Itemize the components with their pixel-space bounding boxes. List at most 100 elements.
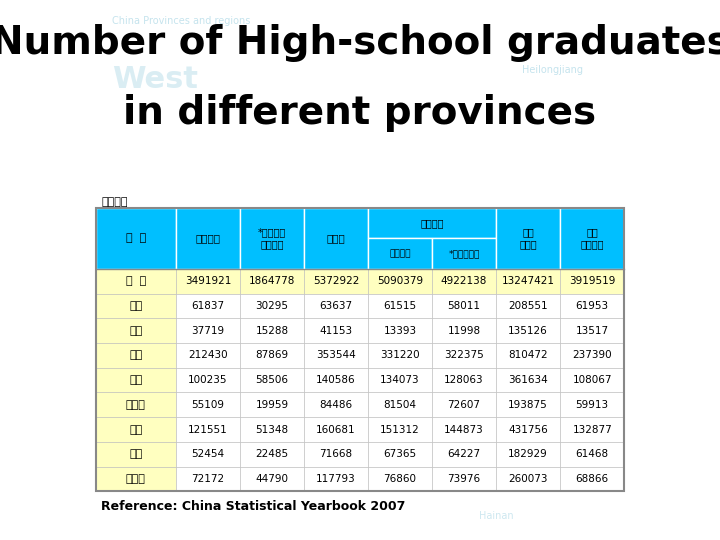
Text: 5372922: 5372922	[312, 276, 359, 286]
Text: 208551: 208551	[508, 301, 548, 311]
Text: 3491921: 3491921	[184, 276, 231, 286]
Text: 河北: 河北	[129, 350, 143, 360]
Text: 地  区: 地 区	[126, 233, 146, 244]
Text: 331220: 331220	[380, 350, 420, 360]
Bar	[304, 269, 368, 294]
Bar	[432, 294, 496, 318]
Bar	[176, 294, 240, 318]
Bar	[432, 318, 496, 343]
Text: 81504: 81504	[384, 400, 417, 410]
Text: 19959: 19959	[256, 400, 289, 410]
Text: 黑龙江: 黑龙江	[126, 474, 145, 484]
Text: China Provinces and regions: China Provinces and regions	[112, 16, 251, 26]
Text: Heilongjiang: Heilongjiang	[522, 65, 582, 75]
Text: 37719: 37719	[192, 326, 225, 336]
Text: 67365: 67365	[384, 449, 417, 460]
Bar	[560, 393, 624, 417]
Text: 全  国: 全 国	[126, 276, 146, 286]
Bar	[240, 417, 304, 442]
Text: 当届
毕业生数: 当届 毕业生数	[580, 227, 604, 249]
Bar	[560, 442, 624, 467]
Bar	[496, 417, 560, 442]
Bar	[560, 269, 624, 294]
Bar	[240, 368, 304, 393]
Text: 810472: 810472	[508, 350, 548, 360]
Text: 41153: 41153	[320, 326, 353, 336]
Bar	[240, 467, 304, 491]
Text: 22485: 22485	[256, 449, 289, 460]
Bar	[496, 208, 560, 269]
Text: 初中毕业: 初中毕业	[390, 249, 411, 258]
Text: 11998: 11998	[448, 326, 481, 336]
Bar	[176, 208, 240, 269]
Text: 51348: 51348	[256, 424, 289, 435]
Text: 61468: 61468	[576, 449, 609, 460]
Bar	[432, 368, 496, 393]
Bar	[240, 208, 304, 269]
Bar	[368, 208, 496, 238]
Bar	[96, 417, 176, 442]
Text: 68866: 68866	[576, 474, 609, 484]
Bar	[560, 343, 624, 368]
Bar	[304, 442, 368, 467]
Text: 61837: 61837	[192, 301, 225, 311]
Text: 63637: 63637	[320, 301, 353, 311]
Bar	[176, 318, 240, 343]
Text: 44790: 44790	[256, 474, 289, 484]
Text: 151312: 151312	[380, 424, 420, 435]
Bar	[432, 442, 496, 467]
Bar	[96, 294, 176, 318]
Bar	[96, 318, 176, 343]
Text: 52454: 52454	[192, 449, 225, 460]
Text: 353544: 353544	[316, 350, 356, 360]
Text: 100235: 100235	[188, 375, 228, 385]
Bar	[560, 417, 624, 442]
Bar	[368, 343, 432, 368]
Text: 212430: 212430	[188, 350, 228, 360]
Text: 毕业主数: 毕业主数	[195, 233, 220, 244]
Bar	[304, 467, 368, 491]
Text: 58506: 58506	[256, 375, 289, 385]
Bar	[304, 343, 368, 368]
Text: 3919519: 3919519	[569, 276, 616, 286]
Bar	[432, 393, 496, 417]
Bar	[368, 269, 432, 294]
Bar	[368, 368, 432, 393]
Bar	[560, 368, 624, 393]
Bar	[496, 368, 560, 393]
Text: 1864778: 1864778	[248, 276, 295, 286]
Text: 431756: 431756	[508, 424, 548, 435]
Bar	[432, 343, 496, 368]
Bar	[304, 393, 368, 417]
Text: Reference: China Statistical Yearbook 2007: Reference: China Statistical Yearbook 20…	[101, 500, 405, 513]
Text: 72607: 72607	[448, 400, 480, 410]
Bar	[496, 318, 560, 343]
Bar	[560, 318, 624, 343]
Text: 64227: 64227	[448, 449, 481, 460]
Text: 117793: 117793	[316, 474, 356, 484]
Text: 5090379: 5090379	[377, 276, 423, 286]
Bar	[560, 467, 624, 491]
Bar	[368, 467, 432, 491]
Text: 160681: 160681	[316, 424, 356, 435]
Bar	[240, 269, 304, 294]
Text: 58011: 58011	[448, 301, 480, 311]
Bar	[432, 467, 496, 491]
Bar	[432, 269, 496, 294]
Bar	[304, 368, 368, 393]
Text: 59913: 59913	[576, 400, 609, 410]
Bar	[240, 393, 304, 417]
Bar	[96, 208, 624, 491]
Bar	[560, 294, 624, 318]
Bar	[496, 467, 560, 491]
Text: 121551: 121551	[188, 424, 228, 435]
Bar	[176, 343, 240, 368]
Text: Hainan: Hainan	[479, 511, 513, 521]
Text: West: West	[112, 65, 198, 94]
Text: 61515: 61515	[384, 301, 417, 311]
Bar	[176, 467, 240, 491]
Bar	[96, 208, 176, 269]
Bar	[496, 393, 560, 417]
Bar	[368, 238, 432, 269]
Text: 在校
学生数: 在校 学生数	[519, 227, 537, 249]
